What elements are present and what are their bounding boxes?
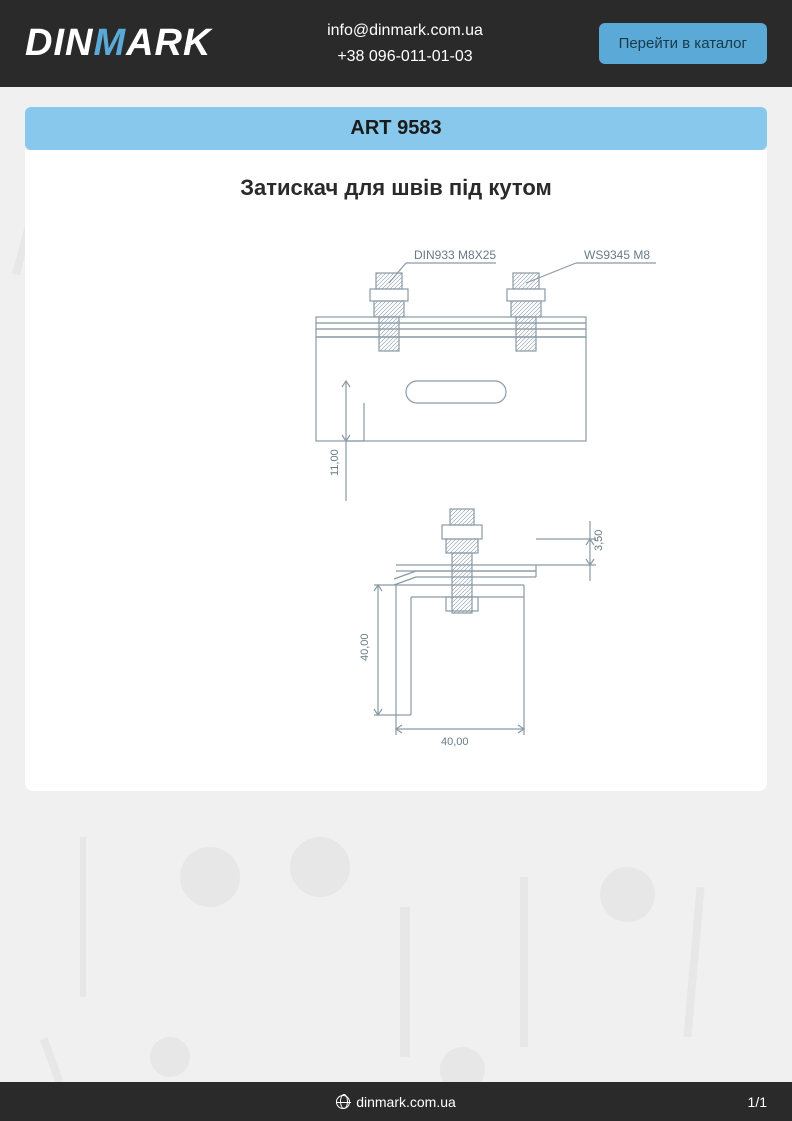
contact-email: info@dinmark.com.ua [211,18,598,44]
product-subtitle: Затискач для швів під кутом [45,175,747,201]
dimension-3: 40,00 [359,633,371,661]
callout-label-2: WS9345 M8 [584,248,650,262]
logo-accent: M [93,22,126,64]
technical-diagram: DIN933 M8X25 WS9345 M8 11,00 3,50 40,00 … [45,231,747,751]
page-number: 1/1 [748,1094,767,1110]
dimension-2: 3,50 [593,530,605,551]
logo-prefix: DIN [25,22,93,64]
logo: DINMARK [25,22,211,65]
contact-phone: +38 096-011-01-03 [211,44,598,70]
logo-suffix: ARK [126,22,211,64]
header-contact: info@dinmark.com.ua +38 096-011-01-03 [211,18,598,69]
header-bar: DINMARK info@dinmark.com.ua +38 096-011-… [0,0,792,87]
footer-bar: dinmark.com.ua 1/1 [0,1082,792,1121]
article-title-bar: ART 9583 [25,107,767,150]
catalog-button[interactable]: Перейти в каталог [599,23,767,64]
globe-icon [336,1095,350,1109]
footer-domain-text: dinmark.com.ua [356,1094,456,1110]
callout-label-1: DIN933 M8X25 [414,248,496,262]
content-wrapper: ART 9583 Затискач для швів під кутом [0,87,792,811]
dimension-1: 11,00 [329,449,341,476]
content-card: Затискач для швів під кутом [25,150,767,791]
dimension-4: 40,00 [441,736,469,748]
footer-domain: dinmark.com.ua [336,1094,456,1110]
